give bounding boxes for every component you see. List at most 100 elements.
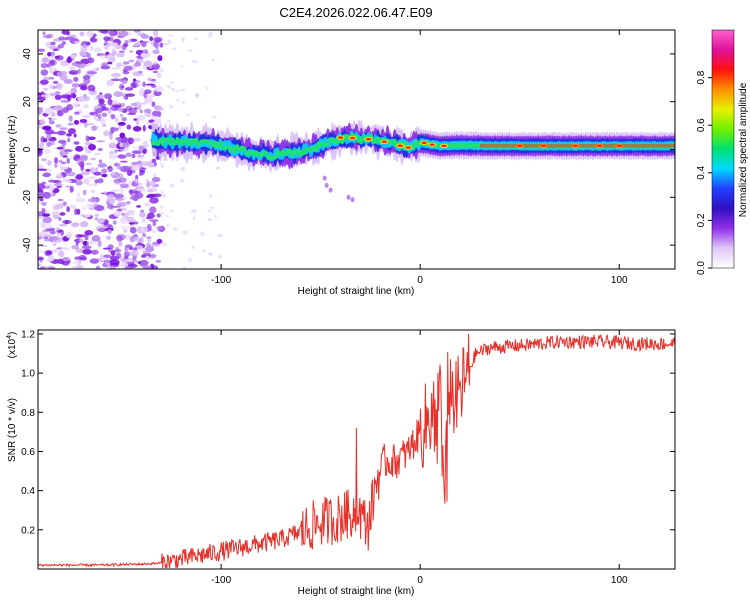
noise-blob: [101, 173, 108, 178]
noise-blob: [117, 201, 123, 205]
spectral-line-segment: [242, 146, 247, 152]
noise-blob: [133, 30, 141, 33]
spectral-hotspot-red: [421, 141, 427, 145]
noise-blob: [94, 217, 98, 220]
noise-blob: [112, 220, 117, 225]
noise-blob: [46, 133, 52, 140]
noise-blob: [38, 183, 46, 190]
noise-blob: [155, 38, 161, 43]
noise-blob: [75, 241, 79, 246]
noise-blob-faint: [166, 223, 170, 228]
noise-blob: [66, 133, 72, 137]
noise-blob: [90, 157, 97, 161]
noise-blob: [91, 235, 101, 242]
noise-blob: [136, 114, 146, 121]
noise-blob-faint: [208, 31, 213, 36]
noise-blob: [73, 141, 80, 145]
noise-blob: [77, 68, 81, 75]
noise-blob: [142, 218, 146, 223]
noise-blob: [58, 250, 65, 258]
noise-blob: [152, 49, 160, 55]
noise-blob-faint: [180, 125, 184, 129]
noise-blob: [68, 115, 73, 122]
noise-blob: [134, 42, 140, 47]
noise-blob: [142, 232, 146, 238]
spectral-line-segment: [160, 139, 166, 147]
noise-blob-faint: [208, 209, 212, 213]
noise-blob: [143, 108, 152, 114]
noise-blob: [136, 58, 144, 64]
noise-blob: [150, 78, 157, 82]
noise-blob: [97, 228, 106, 232]
noise-blob: [76, 62, 86, 69]
noise-blob-faint: [162, 243, 168, 247]
noise-blob: [88, 143, 96, 151]
noise-blob: [115, 62, 123, 68]
noise-blob: [61, 41, 67, 45]
noise-blob: [55, 175, 64, 179]
noise-blob: [41, 125, 52, 131]
noise-blob: [117, 177, 127, 183]
noise-blob: [88, 136, 96, 140]
noise-blob-stray: [328, 187, 333, 193]
noise-blob: [82, 240, 88, 246]
noise-blob: [74, 111, 80, 115]
noise-blob: [117, 154, 127, 159]
noise-blob: [40, 266, 45, 269]
noise-blob: [89, 167, 95, 174]
noise-blob: [133, 260, 139, 264]
noise-blob-stray: [350, 197, 355, 203]
noise-blob: [131, 249, 139, 257]
noise-blob-faint: [191, 245, 195, 249]
noise-blob: [71, 40, 75, 44]
noise-blob: [84, 230, 94, 236]
noise-blob: [153, 193, 162, 198]
noise-blob: [149, 80, 158, 84]
noise-blob: [53, 210, 60, 216]
noise-blob: [89, 258, 100, 264]
noise-blob: [84, 214, 92, 218]
noise-blob: [46, 160, 52, 166]
noise-blob: [150, 181, 156, 187]
noise-blob-faint: [163, 42, 170, 46]
noise-blob: [87, 71, 97, 75]
snr-y-tick-label: 1.2: [21, 329, 35, 340]
noise-blob: [87, 198, 98, 203]
spectral-hotspot-red: [405, 146, 412, 149]
noise-blob: [108, 152, 118, 160]
noise-blob-faint: [160, 242, 165, 245]
noise-blob: [96, 218, 105, 224]
noise-blob: [145, 178, 149, 182]
noise-blob: [103, 36, 111, 42]
noise-blob: [62, 155, 68, 158]
noise-blob: [107, 61, 113, 65]
noise-blob-faint: [167, 39, 172, 44]
noise-blob: [43, 107, 54, 115]
noise-blob: [39, 198, 44, 202]
noise-blob: [94, 108, 103, 114]
noise-blob: [72, 260, 81, 265]
noise-blob-faint: [175, 157, 179, 162]
noise-blob-faint: [205, 86, 209, 90]
noise-blob: [110, 78, 121, 82]
spectral-line-segment: [268, 154, 273, 161]
noise-blob: [107, 109, 112, 114]
noise-blob: [124, 266, 133, 269]
noise-blob: [70, 70, 79, 73]
noise-blob: [140, 161, 151, 167]
noise-blob: [152, 220, 157, 227]
noise-blob: [79, 44, 89, 49]
noise-blob: [49, 249, 59, 253]
noise-blob: [144, 144, 149, 148]
noise-blob: [122, 61, 130, 65]
noise-blob: [132, 126, 142, 132]
spectral-line-segment: [273, 154, 278, 160]
noise-blob: [99, 92, 103, 95]
noise-blob-faint: [165, 215, 170, 218]
noise-blob: [62, 107, 69, 114]
noise-blob: [75, 180, 83, 186]
noise-blob: [38, 141, 45, 148]
noise-blob: [93, 113, 97, 120]
noise-blob-faint: [176, 98, 180, 102]
noise-blob: [140, 209, 145, 213]
